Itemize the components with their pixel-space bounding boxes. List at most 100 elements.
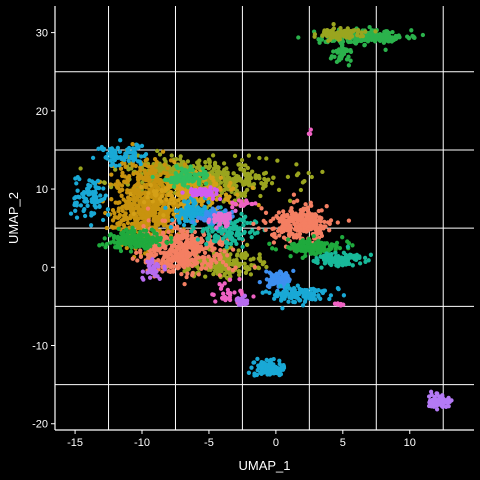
data-point xyxy=(275,228,281,234)
data-point xyxy=(145,174,150,180)
data-point xyxy=(260,290,265,295)
data-point xyxy=(439,403,444,408)
data-point xyxy=(215,214,220,219)
data-point xyxy=(390,29,395,35)
data-point xyxy=(366,258,371,263)
data-point xyxy=(143,158,148,163)
data-point xyxy=(150,199,155,204)
data-point xyxy=(281,209,286,214)
data-point xyxy=(256,202,261,208)
data-point xyxy=(190,219,195,224)
data-point xyxy=(108,232,113,237)
data-point xyxy=(211,228,216,233)
data-point xyxy=(162,162,167,167)
data-point xyxy=(204,241,209,247)
cluster-main-magenta xyxy=(180,185,223,202)
data-point xyxy=(147,202,152,208)
data-point xyxy=(192,229,198,235)
data-point xyxy=(297,227,303,232)
data-point xyxy=(289,242,295,247)
data-point xyxy=(239,157,245,163)
data-point xyxy=(110,218,116,223)
data-point xyxy=(86,192,91,197)
data-point xyxy=(239,211,244,217)
data-point xyxy=(391,37,397,43)
data-point xyxy=(307,296,313,301)
data-point xyxy=(199,202,204,207)
data-point xyxy=(87,184,92,190)
data-point xyxy=(359,30,364,35)
data-point xyxy=(257,155,262,161)
data-point xyxy=(227,277,233,282)
data-point xyxy=(345,26,350,31)
data-point xyxy=(140,275,145,281)
data-point xyxy=(168,252,173,257)
data-point xyxy=(231,238,236,243)
data-point xyxy=(121,217,126,222)
data-point xyxy=(238,166,243,171)
data-point xyxy=(166,214,171,219)
data-point xyxy=(154,263,160,268)
data-point xyxy=(212,160,218,166)
data-point xyxy=(441,399,447,404)
data-point xyxy=(301,208,306,213)
data-point xyxy=(357,261,363,266)
data-point xyxy=(341,293,347,298)
data-point xyxy=(355,33,360,38)
data-point xyxy=(148,266,153,272)
data-point xyxy=(276,187,282,193)
data-point xyxy=(249,365,254,370)
data-point xyxy=(225,287,231,293)
data-point xyxy=(201,232,207,237)
data-point xyxy=(139,143,145,149)
data-point xyxy=(146,218,151,223)
data-point xyxy=(185,159,191,164)
data-point xyxy=(256,256,261,261)
data-point xyxy=(245,267,250,272)
data-point xyxy=(222,281,227,286)
data-point xyxy=(246,370,252,375)
data-point xyxy=(323,224,328,229)
data-point xyxy=(221,291,226,296)
data-point xyxy=(383,35,389,41)
data-point xyxy=(170,217,175,223)
cluster-left-cyan-trail xyxy=(90,138,149,169)
data-point xyxy=(306,245,311,250)
data-point xyxy=(206,200,211,205)
y-tick-label: -20 xyxy=(32,419,48,431)
data-point xyxy=(228,180,233,186)
data-point xyxy=(208,267,213,272)
data-point xyxy=(220,296,225,301)
data-point xyxy=(150,174,155,180)
data-point xyxy=(68,211,74,216)
data-point xyxy=(255,230,260,235)
data-point xyxy=(160,230,166,235)
data-point xyxy=(235,192,240,197)
data-point xyxy=(92,189,98,194)
data-point xyxy=(236,272,242,278)
x-tick-label: 0 xyxy=(273,437,279,449)
data-point xyxy=(150,257,155,262)
data-point xyxy=(183,215,188,220)
data-point xyxy=(260,361,265,366)
data-point xyxy=(155,238,160,243)
data-point xyxy=(434,398,439,403)
data-point xyxy=(237,276,242,282)
data-point xyxy=(109,172,114,177)
data-point xyxy=(217,268,223,273)
data-point xyxy=(132,200,137,205)
data-point xyxy=(182,257,187,262)
data-point xyxy=(387,38,392,44)
data-point xyxy=(154,174,159,180)
data-point xyxy=(294,232,299,238)
data-point xyxy=(155,185,161,191)
data-point xyxy=(128,191,133,197)
data-point xyxy=(274,279,280,285)
data-point xyxy=(222,187,227,192)
data-point xyxy=(206,262,211,268)
data-point xyxy=(261,182,266,187)
data-point xyxy=(118,138,123,143)
data-point xyxy=(275,158,280,163)
data-point xyxy=(159,199,164,204)
data-point xyxy=(74,200,79,205)
